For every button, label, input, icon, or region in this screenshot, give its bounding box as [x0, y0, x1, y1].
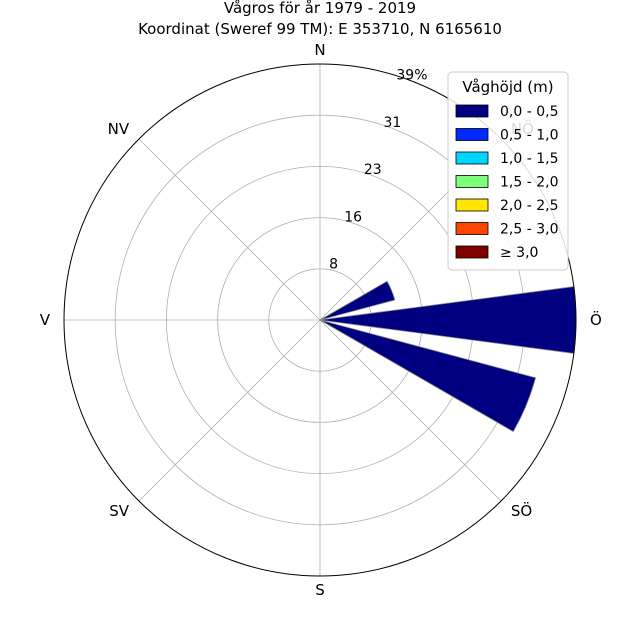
legend-swatch [455, 151, 489, 165]
direction-label: SV [109, 502, 130, 520]
grid-spoke [138, 319, 321, 502]
wave-sectors [319, 280, 577, 433]
direction-label: Ö [590, 310, 602, 329]
legend-items: 0,0 - 0,5 0,5 - 1,0 1,0 - 1,5 1,5 - 2,0 2,0 … [455, 104, 558, 261]
wave-sector [319, 319, 537, 433]
direction-label: SÖ [511, 501, 532, 520]
legend-swatch [455, 245, 489, 259]
radial-tick-label: 8 [329, 257, 338, 273]
legend: Våghöjd (m) 0,0 - 0,5 0,5 - 1,0 1,0 - 1,5 1… [447, 71, 569, 271]
radial-tick-label: 23 [364, 162, 382, 178]
chart-title: Vågros för år 1979 - 2019 [224, 0, 416, 17]
direction-label: V [40, 311, 51, 329]
chart-subtitle: Koordinat (Sweref 99 TM): E 353710, N 61… [138, 20, 502, 38]
direction-label: NV [108, 120, 130, 138]
legend-label: 0,0 - 0,5 [500, 104, 558, 120]
legend-label: 1,5 - 2,0 [500, 175, 558, 191]
grid-spoke [319, 319, 502, 502]
legend-label: 0,5 - 1,0 [500, 128, 558, 144]
direction-label: S [315, 581, 325, 599]
direction-label: N [314, 41, 325, 59]
radial-tick-label: 31 [383, 115, 401, 131]
legend-label: 2,0 - 2,5 [500, 198, 558, 214]
radial-tick-labels: 8 16 23 31 39% [329, 67, 427, 272]
legend-frame [447, 71, 569, 271]
legend-swatch [455, 198, 489, 212]
grid-spoke [138, 138, 321, 321]
legend-label: 1,0 - 1,5 [500, 151, 558, 167]
radial-tick-label: 16 [344, 209, 362, 225]
wave-sector [319, 280, 396, 321]
legend-swatch [455, 104, 489, 118]
radial-tick-label: 39% [396, 67, 427, 83]
polar-frame [63, 63, 577, 577]
legend-label: ≥ 3,0 [500, 245, 538, 261]
legend-swatch [455, 175, 489, 188]
legend-label: 2,5 - 3,0 [500, 222, 558, 238]
legend-swatch [455, 128, 489, 141]
legend-swatch [455, 222, 489, 235]
wave-sector [319, 286, 577, 354]
legend-title: Våghöjd (m) [462, 78, 553, 96]
